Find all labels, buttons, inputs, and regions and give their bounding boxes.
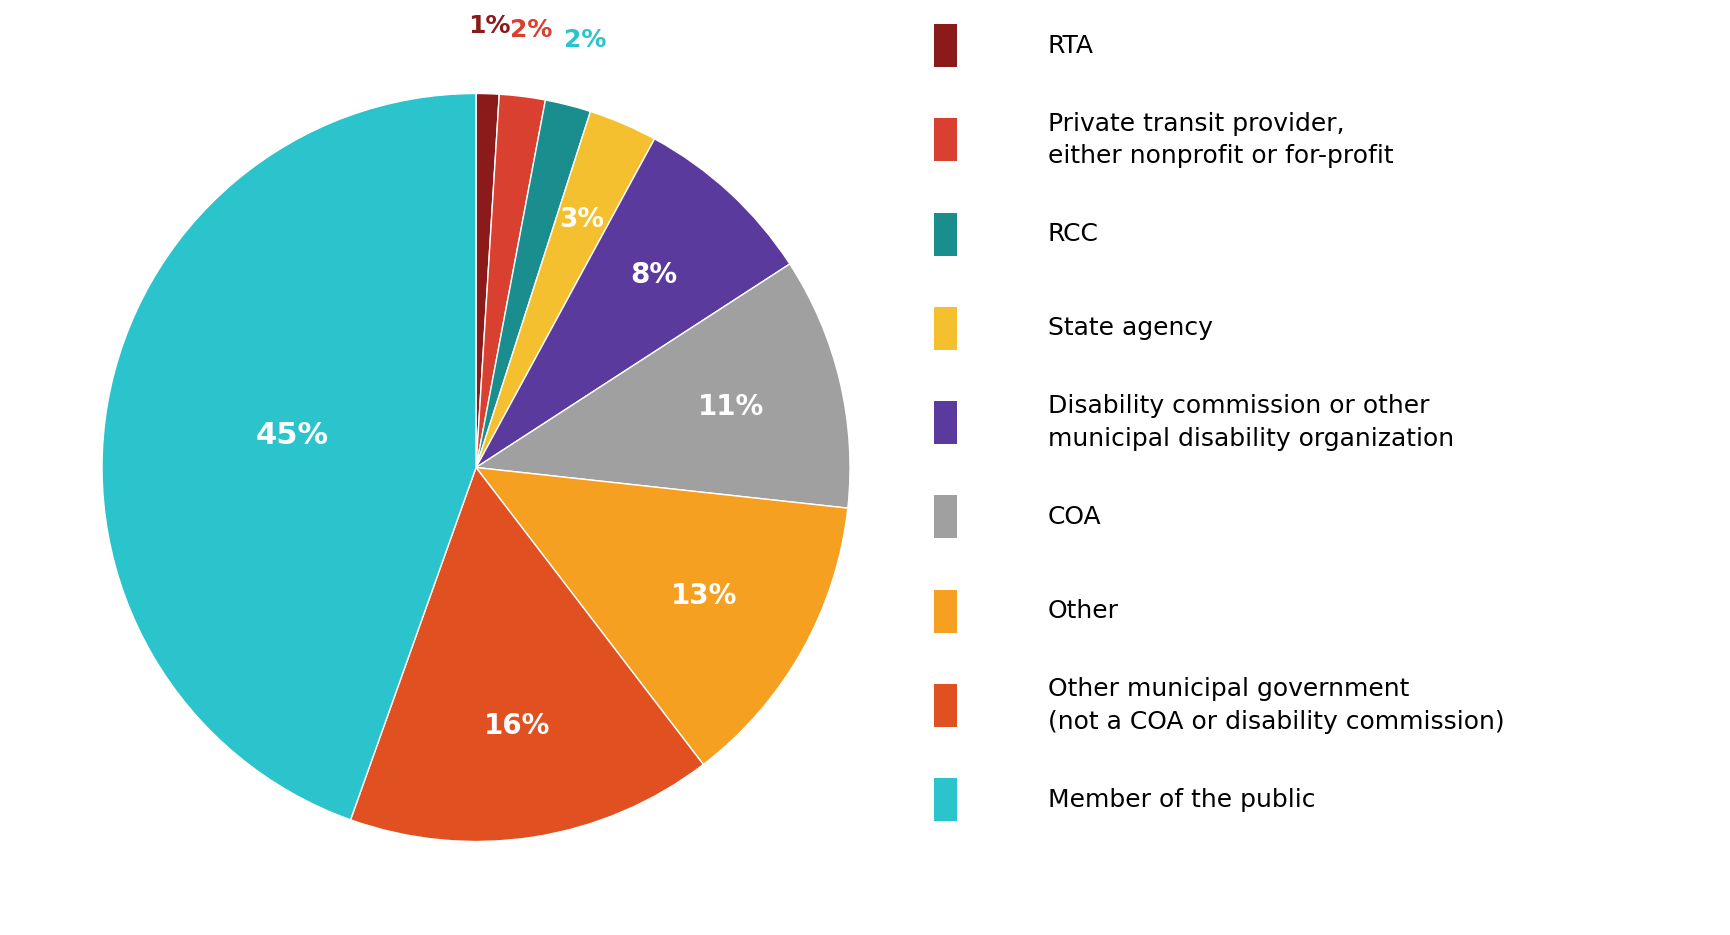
FancyBboxPatch shape [932,212,957,255]
Wedge shape [476,94,545,468]
Text: COA: COA [1047,505,1100,529]
Text: RCC: RCC [1047,223,1099,246]
Wedge shape [476,264,849,508]
Text: 2%: 2% [509,18,552,41]
Wedge shape [102,94,476,820]
FancyBboxPatch shape [932,307,957,350]
FancyBboxPatch shape [932,24,957,67]
FancyBboxPatch shape [932,590,957,633]
Text: Other: Other [1047,599,1118,623]
Text: 13%: 13% [671,583,737,610]
Text: Other municipal government: Other municipal government [1047,677,1408,701]
Text: State agency: State agency [1047,316,1211,340]
Text: 16%: 16% [483,712,550,741]
FancyBboxPatch shape [932,496,957,539]
Text: municipal disability organization: municipal disability organization [1047,426,1453,451]
Text: (not a COA or disability commission): (not a COA or disability commission) [1047,710,1503,734]
Text: 3%: 3% [559,207,604,233]
Text: RTA: RTA [1047,34,1093,58]
FancyBboxPatch shape [932,683,957,726]
Wedge shape [476,94,498,468]
Wedge shape [476,139,789,468]
Text: Member of the public: Member of the public [1047,787,1315,812]
Text: 2%: 2% [564,28,606,51]
Text: Disability commission or other: Disability commission or other [1047,395,1429,419]
Text: either nonprofit or for-profit: either nonprofit or for-profit [1047,144,1393,168]
Text: 1%: 1% [469,14,510,38]
FancyBboxPatch shape [932,119,957,162]
Wedge shape [476,100,590,468]
FancyBboxPatch shape [932,401,957,444]
FancyBboxPatch shape [932,778,957,821]
Text: Private transit provider,: Private transit provider, [1047,111,1344,136]
Wedge shape [476,111,654,468]
Wedge shape [351,468,702,842]
Text: 8%: 8% [630,261,676,289]
Text: 11%: 11% [697,393,763,421]
Text: 45%: 45% [254,421,329,450]
Wedge shape [476,468,848,765]
